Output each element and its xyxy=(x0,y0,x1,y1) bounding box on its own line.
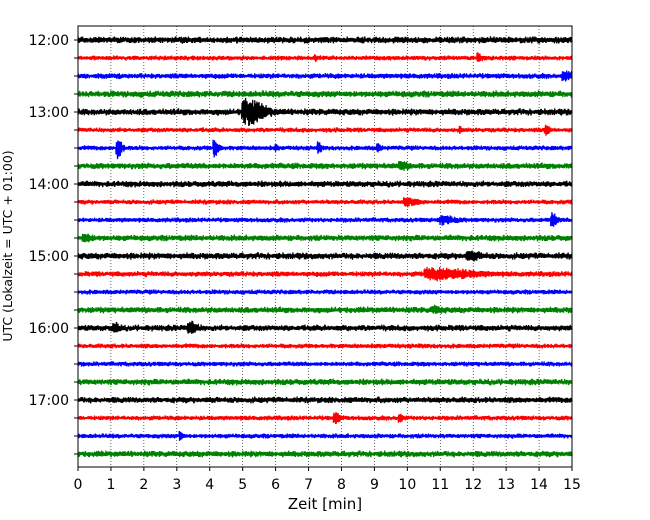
trace-14:00 xyxy=(77,180,573,188)
x-tick-label-1: 1 xyxy=(106,477,115,493)
y-tick-label-13:00: 13:00 xyxy=(29,105,69,121)
x-tick-label-4: 4 xyxy=(205,477,214,493)
x-axis-label: Zeit [min] xyxy=(288,495,362,513)
trace-15:00 xyxy=(77,250,573,262)
trace-15:15 xyxy=(77,266,573,282)
trace-15:30 xyxy=(77,289,573,295)
trace-17:15 xyxy=(77,411,573,425)
y-tick-label-16:00: 16:00 xyxy=(29,321,69,337)
x-tick-label-14: 14 xyxy=(530,477,548,493)
trace-12:15 xyxy=(77,52,573,63)
y-tick-label-15:00: 15:00 xyxy=(29,249,69,265)
x-tick-label-13: 13 xyxy=(497,477,515,493)
trace-17:30 xyxy=(77,430,573,441)
y-tick-label-17:00: 17:00 xyxy=(29,393,69,409)
x-tick-label-9: 9 xyxy=(370,477,379,493)
x-tick-label-3: 3 xyxy=(172,477,181,493)
plot-frame xyxy=(77,25,573,468)
trace-13:45 xyxy=(77,161,573,171)
trace-13:15 xyxy=(77,124,573,136)
trace-16:45 xyxy=(77,378,573,386)
x-tick-label-0: 0 xyxy=(74,477,83,493)
y-tick-label-14:00: 14:00 xyxy=(29,177,69,193)
trace-14:30 xyxy=(77,212,573,227)
x-tick-label-8: 8 xyxy=(337,477,346,493)
trace-12:30 xyxy=(77,70,573,82)
trace-17:45 xyxy=(77,450,573,458)
seismogram-traces xyxy=(77,36,573,458)
y-tick-label-12:00: 12:00 xyxy=(29,33,69,49)
trace-14:45 xyxy=(77,233,573,243)
trace-12:00 xyxy=(77,36,573,44)
x-tick-label-6: 6 xyxy=(271,477,280,493)
trace-14:15 xyxy=(77,197,573,208)
y-axis: 12:00 13:00 14:00 15:00 16:00 17:00 xyxy=(29,33,78,455)
trace-16:15 xyxy=(77,342,573,349)
x-tick-label-5: 5 xyxy=(238,477,247,493)
trace-12:45 xyxy=(77,90,573,98)
trace-13:00 xyxy=(77,97,573,127)
trace-17:00 xyxy=(77,396,573,404)
x-tick-label-11: 11 xyxy=(431,477,449,493)
y-axis-label: UTC (Lokalzeit = UTC + 01:00) xyxy=(0,150,15,341)
trace-16:00 xyxy=(77,320,573,334)
x-tick-label-2: 2 xyxy=(139,477,148,493)
trace-13:30 xyxy=(77,139,573,160)
trace-15:45 xyxy=(77,304,573,314)
x-tick-label-15: 15 xyxy=(563,477,581,493)
x-tick-label-12: 12 xyxy=(464,477,482,493)
trace-16:30 xyxy=(77,361,573,367)
x-tick-label-7: 7 xyxy=(304,477,313,493)
x-axis: 0 1 2 3 4 5 6 7 8 9 10 11 12 13 14 15 xyxy=(74,467,581,493)
x-tick-label-10: 10 xyxy=(398,477,416,493)
